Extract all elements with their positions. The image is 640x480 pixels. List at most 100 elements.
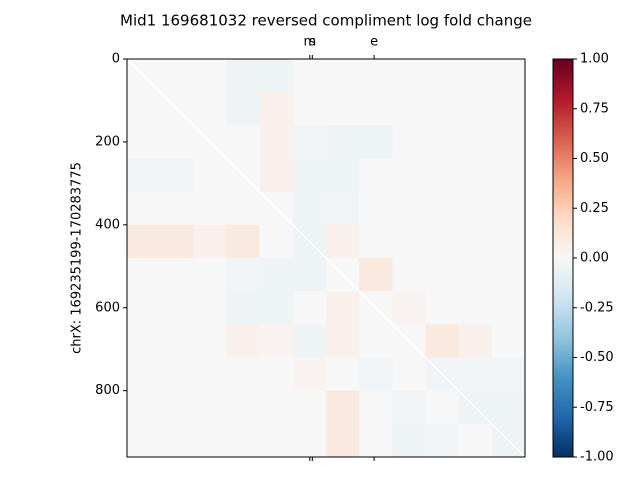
heatmap-cell xyxy=(392,357,426,392)
colorbar-tick-label: -0.75 xyxy=(580,400,614,415)
heatmap-cell xyxy=(458,92,493,126)
heatmap-cell xyxy=(359,59,393,93)
y-tick-label: 600 xyxy=(95,300,120,315)
heatmap-cell xyxy=(160,357,194,392)
heatmap-cell xyxy=(359,324,393,358)
heatmap-cell xyxy=(458,191,493,226)
heatmap-cell xyxy=(458,291,493,325)
heatmap-cell xyxy=(491,224,526,259)
heatmap-cell xyxy=(326,357,360,392)
heatmap-cell xyxy=(359,92,393,126)
heatmap-cell xyxy=(193,59,227,93)
colorbar-tick-label: 0.50 xyxy=(580,151,609,166)
heatmap-cell xyxy=(425,125,460,159)
heatmap-cell xyxy=(458,258,493,292)
heatmap-cell xyxy=(425,423,460,458)
heatmap-cell xyxy=(193,357,227,392)
heatmap-cell xyxy=(491,158,526,193)
heatmap-cell xyxy=(458,423,493,458)
heatmap-cell xyxy=(127,357,161,392)
heatmap-cell xyxy=(359,423,393,458)
heatmap-cell xyxy=(160,423,194,458)
heatmap-cell xyxy=(458,59,493,93)
heatmap-cell xyxy=(259,324,294,358)
heatmap-cell xyxy=(425,158,460,193)
heatmap-cell xyxy=(127,191,161,226)
heatmap-cell xyxy=(392,92,426,126)
heatmap-cell xyxy=(292,59,327,93)
heatmap-cell xyxy=(226,258,261,292)
heatmap-cell xyxy=(425,258,460,292)
heatmap-cell xyxy=(326,92,360,126)
heatmap-cell xyxy=(259,92,294,126)
heatmap-cell xyxy=(259,291,294,325)
heatmap-cell xyxy=(292,390,327,425)
heatmap-cell xyxy=(425,92,460,126)
heatmap-cell xyxy=(326,423,360,458)
heatmap-cell xyxy=(292,125,327,159)
heatmap-cell xyxy=(425,191,460,226)
heatmap-cell xyxy=(193,390,227,425)
x-tick-label: s xyxy=(309,35,316,50)
heatmap-cell xyxy=(425,291,460,325)
heatmap-cell xyxy=(259,357,294,392)
heatmap-cell xyxy=(392,258,426,292)
heatmap-cell xyxy=(392,423,426,458)
heatmap-cell xyxy=(491,92,526,126)
colorbar-tick-label: 0.00 xyxy=(580,251,609,266)
heatmap-cell xyxy=(359,125,393,159)
heatmap-cell xyxy=(491,59,526,93)
heatmap-cell xyxy=(193,324,227,358)
heatmap-cell xyxy=(326,324,360,358)
heatmap-cell xyxy=(359,390,393,425)
heatmap-cell xyxy=(326,291,360,325)
heatmap-cell xyxy=(425,324,460,358)
heatmap-cell xyxy=(458,158,493,193)
heatmap-cell xyxy=(259,224,294,259)
heatmap-cell xyxy=(193,423,227,458)
heatmap-cell xyxy=(193,258,227,292)
y-tick-label: 800 xyxy=(95,383,120,398)
heatmap-cell xyxy=(458,125,493,159)
heatmap-cell xyxy=(359,158,393,193)
heatmap-cell xyxy=(292,158,327,193)
y-tick-label: 200 xyxy=(95,134,120,149)
heatmap-cell xyxy=(292,291,327,325)
y-axis-label: chrX: 169235199-170283775 xyxy=(70,162,85,354)
heatmap-cell xyxy=(491,291,526,325)
heatmap-cell xyxy=(392,291,426,325)
heatmap-cell xyxy=(193,92,227,126)
heatmap-cell xyxy=(160,258,194,292)
heatmap-cell xyxy=(392,191,426,226)
heatmap-cell xyxy=(127,224,161,259)
heatmap-cell xyxy=(160,125,194,159)
heatmap-cell xyxy=(292,324,327,358)
heatmap-cell xyxy=(359,191,393,226)
heatmap-cell xyxy=(193,158,227,193)
heatmap-cell xyxy=(127,158,161,193)
heatmap-cell xyxy=(392,158,426,193)
heatmap-cell xyxy=(226,423,261,458)
heatmap-cell xyxy=(359,357,393,392)
heatmap-cell xyxy=(127,291,161,325)
x-tick-label: m xyxy=(303,35,316,50)
heatmap-cell xyxy=(259,423,294,458)
heatmap-cell xyxy=(127,258,161,292)
heatmap-cell xyxy=(160,158,194,193)
heatmap-cell xyxy=(326,158,360,193)
heatmap-cell xyxy=(491,390,526,425)
heatmap-cell xyxy=(127,324,161,358)
heatmap-cell xyxy=(491,258,526,292)
heatmap-cell xyxy=(226,357,261,392)
heatmap-cell xyxy=(326,59,360,93)
heatmap-cell xyxy=(226,291,261,325)
heatmap-cell xyxy=(491,125,526,159)
colorbar-tick-label: 1.00 xyxy=(580,52,609,67)
heatmap-cell xyxy=(491,357,526,392)
heatmap-cell xyxy=(425,390,460,425)
heatmap-cell xyxy=(160,291,194,325)
heatmap-cell xyxy=(359,224,393,259)
heatmap-cell xyxy=(160,390,194,425)
heatmap-cell xyxy=(259,125,294,159)
heatmap-cell xyxy=(292,258,327,292)
